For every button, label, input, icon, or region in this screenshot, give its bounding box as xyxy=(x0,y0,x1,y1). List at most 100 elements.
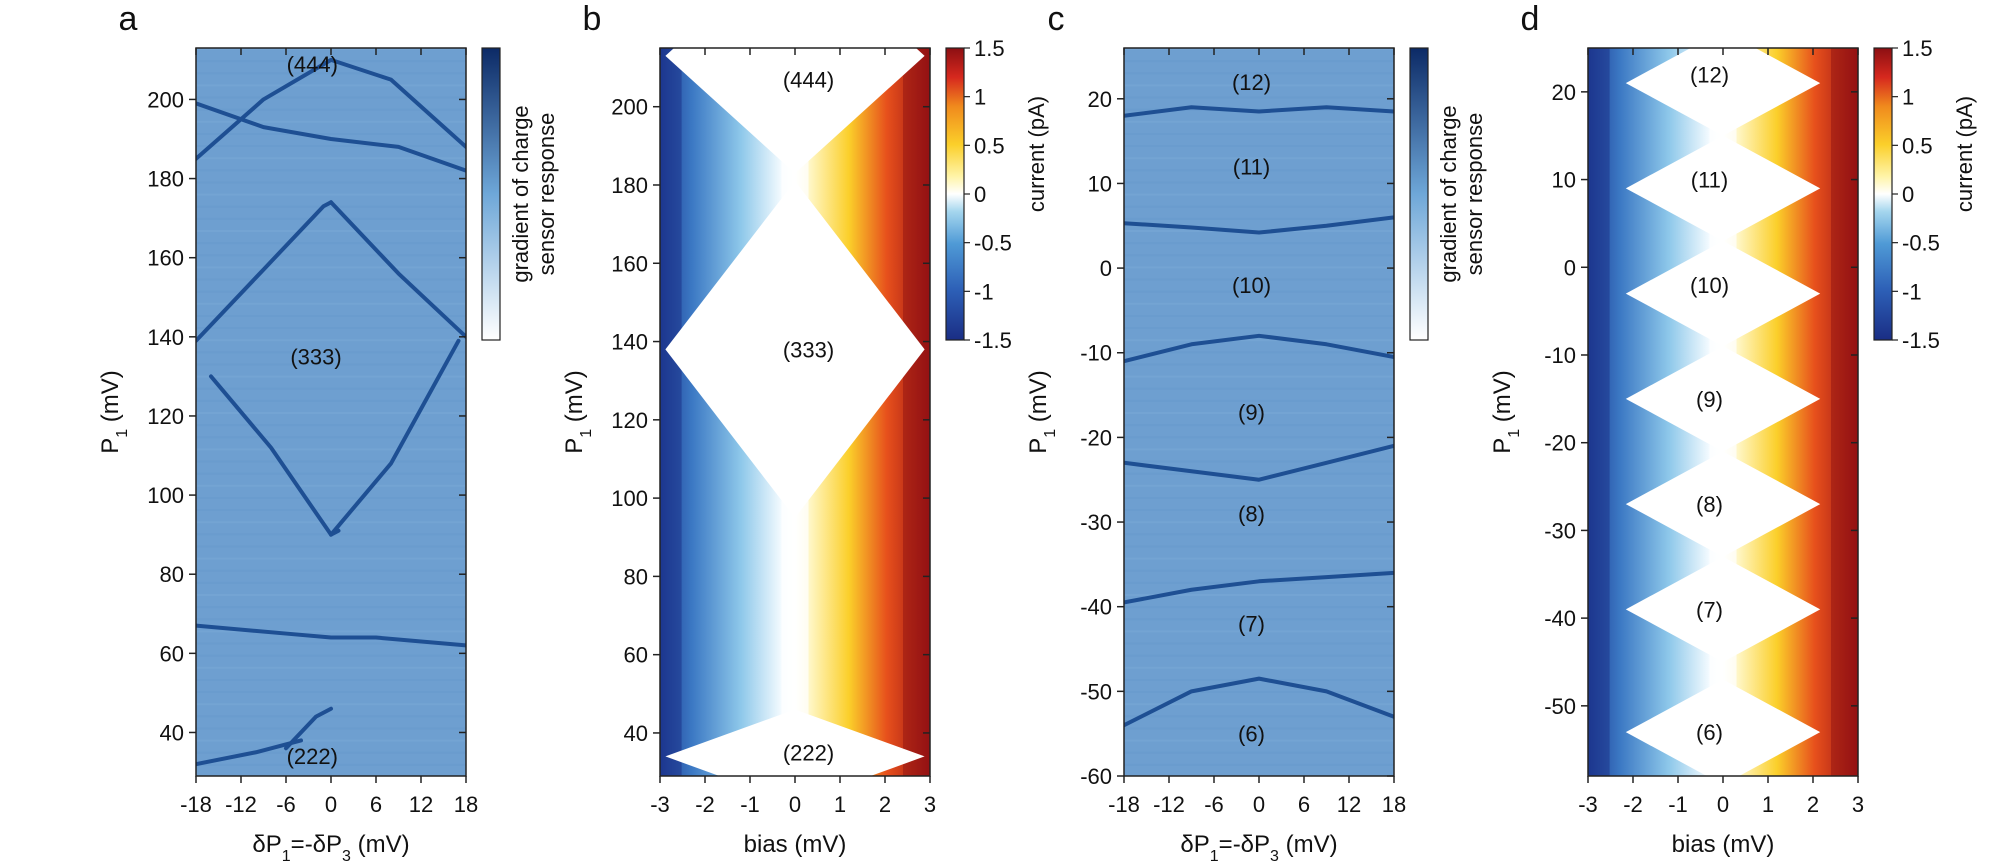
heatmap-band xyxy=(196,302,466,305)
heatmap-band xyxy=(1124,217,1394,220)
charge-state-label: (11) xyxy=(1233,155,1271,180)
heatmap-band xyxy=(196,763,466,766)
colorbar-label: sensor response xyxy=(534,113,559,276)
heatmap-band xyxy=(1124,314,1394,317)
heatmap-band xyxy=(1124,545,1394,548)
heatmap-band xyxy=(196,181,466,184)
heatmap-band xyxy=(1124,460,1394,463)
panel-c: -18 -12 -6 0 6 12 18-60-50-40-30-20-1001020δP1… xyxy=(1025,0,1487,865)
heatmap-band xyxy=(196,399,466,402)
y-tick-label: 160 xyxy=(611,251,648,276)
heatmap-band xyxy=(1124,533,1394,536)
x-tick-label: -2 xyxy=(695,792,715,817)
x-tick-label: 2 xyxy=(1807,792,1819,817)
x-tick-label: 12 xyxy=(409,792,433,817)
heatmap-band xyxy=(196,703,466,706)
heatmap-band xyxy=(1124,145,1394,148)
x-tick-label: -18 xyxy=(1108,792,1140,817)
colorbar-tick-label: 1.5 xyxy=(974,36,1005,61)
transition-line xyxy=(196,57,466,161)
x-tick-label: 0 xyxy=(1717,792,1729,817)
y-tick-label: 20 xyxy=(1088,87,1112,112)
y-tick-label: 180 xyxy=(611,173,648,198)
heatmap-band xyxy=(196,642,466,645)
colorbar xyxy=(481,47,501,341)
heatmap-band xyxy=(196,120,466,123)
y-tick-label: -40 xyxy=(1080,595,1112,620)
y-axis-label: P1 (mV) xyxy=(561,370,595,454)
heatmap-band xyxy=(1124,509,1394,512)
y-tick-label: 140 xyxy=(147,325,184,350)
heatmap-band xyxy=(196,654,466,657)
heatmap-band xyxy=(196,290,466,293)
colorbar-label: sensor response xyxy=(1462,113,1487,276)
heatmap-band xyxy=(196,339,466,342)
heatmap-band xyxy=(196,569,466,572)
y-tick-label: -10 xyxy=(1080,341,1112,366)
x-tick-label: 18 xyxy=(454,792,478,817)
heatmap-band xyxy=(196,484,466,487)
x-tick-label: -1 xyxy=(740,792,760,817)
heatmap-band xyxy=(196,193,466,196)
colorbar-tick-label: -1.5 xyxy=(974,328,1012,353)
heatmap-band xyxy=(1124,691,1394,694)
heatmap-band xyxy=(196,375,466,378)
plot-area-b xyxy=(660,48,930,776)
heatmap-band xyxy=(196,363,466,366)
x-axis-label: bias (mV) xyxy=(1672,831,1775,858)
charge-state-label: (6) xyxy=(1238,722,1265,747)
heatmap-edge-negative xyxy=(1588,48,1610,776)
heatmap-band xyxy=(1124,387,1394,390)
heatmap-band xyxy=(196,606,466,609)
y-tick-label: 120 xyxy=(611,408,648,433)
heatmap-band xyxy=(1124,436,1394,439)
heatmap-band xyxy=(196,715,466,718)
y-tick-label: 60 xyxy=(624,643,648,668)
heatmap-band xyxy=(1124,205,1394,208)
y-tick-label: 10 xyxy=(1088,171,1112,196)
colorbar xyxy=(1409,47,1429,341)
heatmap-background xyxy=(1124,48,1394,776)
heatmap-band xyxy=(196,557,466,560)
heatmap-band xyxy=(196,72,466,75)
colorbar-tick-label: 0 xyxy=(1902,182,1914,207)
y-tick-label: 200 xyxy=(147,87,184,112)
heatmap-band xyxy=(1124,727,1394,730)
charge-state-label: (10) xyxy=(1232,273,1271,298)
y-tick-label: 200 xyxy=(611,95,648,120)
heatmap-band xyxy=(196,448,466,451)
charge-state-label: (8) xyxy=(1238,502,1265,527)
heatmap-band xyxy=(196,509,466,512)
charge-state-label: (444) xyxy=(783,67,834,92)
heatmap-band xyxy=(1124,181,1394,184)
heatmap-band xyxy=(196,96,466,99)
y-tick-label: 20 xyxy=(1552,80,1576,105)
heatmap-band xyxy=(1124,496,1394,499)
x-axis-label: bias (mV) xyxy=(744,831,847,858)
heatmap-band xyxy=(196,278,466,281)
y-tick-label: 80 xyxy=(624,564,648,589)
charge-state-label: (6) xyxy=(1696,720,1723,745)
y-tick-label: -20 xyxy=(1544,431,1576,456)
y-tick-label: 40 xyxy=(624,721,648,746)
colorbar-label: gradient of charge xyxy=(1436,105,1461,282)
heatmap-band xyxy=(1124,654,1394,657)
heatmap-band xyxy=(1124,254,1394,257)
transition-line xyxy=(1124,105,1394,118)
heatmap-band xyxy=(196,751,466,754)
plot-area-a xyxy=(196,48,466,776)
y-tick-label: 100 xyxy=(147,483,184,508)
x-tick-label: 6 xyxy=(1298,792,1310,817)
colorbar-tick-label: -0.5 xyxy=(974,231,1012,256)
heatmap-band xyxy=(196,666,466,669)
panel-b: -3 -2 -1 0 1 2 3 40 60 80 100 120 140 160 180 200 bias (… xyxy=(561,0,1049,858)
zero-bias-stripe xyxy=(1709,48,1737,776)
heatmap-band xyxy=(1124,327,1394,330)
x-tick-label: 12 xyxy=(1337,792,1361,817)
colorbar-tick-label: -0.5 xyxy=(1902,231,1940,256)
x-tick-label: -3 xyxy=(1578,792,1598,817)
heatmap-band xyxy=(196,545,466,548)
y-axis-label: P1 (mV) xyxy=(97,370,131,454)
heatmap-band xyxy=(196,412,466,414)
